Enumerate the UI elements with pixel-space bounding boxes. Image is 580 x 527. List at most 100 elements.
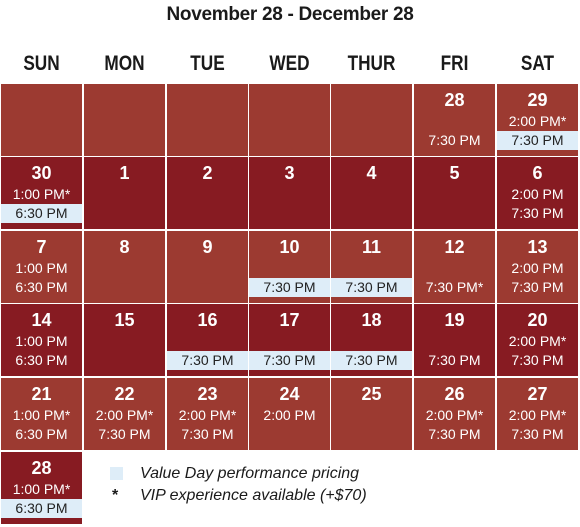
day-cell-4[interactable]: 4 (331, 157, 412, 229)
day-number: 11 (361, 237, 382, 257)
showtime[interactable]: 2:00 PM* (95, 407, 154, 423)
showtime[interactable]: 7:30 PM (511, 352, 564, 368)
day-cell-17[interactable]: 17 7:30 PM (249, 304, 330, 376)
showtime[interactable]: 1:00 PM (15, 260, 68, 276)
showtime[interactable]: 6:30 PM (15, 352, 68, 368)
day-number: 5 (449, 163, 460, 183)
showtime[interactable]: 1:00 PM (15, 333, 68, 349)
day-cell-25[interactable]: 25 (331, 378, 412, 450)
showtime (249, 259, 330, 278)
showtimes: 2:00 PM* 7:30 PM (167, 406, 248, 444)
showtime[interactable]: 2:00 PM* (508, 407, 567, 423)
day-cell-28[interactable]: 28 7:30 PM (414, 84, 495, 156)
showtime[interactable]: 2:00 PM* (425, 407, 484, 423)
day-cell-6[interactable]: 6 2:00 PM 7:30 PM (497, 157, 578, 229)
showtime[interactable]: 2:00 PM* (508, 333, 567, 349)
day-cell-24[interactable]: 24 2:00 PM (249, 378, 330, 450)
showtimes: 7:30 PM (331, 332, 412, 370)
day-cell-29[interactable]: 29 2:00 PM* 7:30 PM (497, 84, 578, 156)
showtime[interactable]: 2:00 PM (511, 186, 564, 202)
day-cell-26[interactable]: 26 2:00 PM* 7:30 PM (414, 378, 495, 450)
day-number: 6 (532, 163, 543, 183)
day-cell-28[interactable]: 28 1:00 PM* 6:30 PM (1, 452, 82, 524)
showtime[interactable]: 7:30 PM (428, 132, 481, 148)
showtime[interactable]: 7:30 PM (511, 426, 564, 442)
showtime-value-day[interactable]: 7:30 PM (167, 351, 248, 370)
showtimes: 2:00 PM* 7:30 PM (497, 332, 578, 370)
showtime[interactable]: 7:30 PM (428, 352, 481, 368)
showtimes: 2:00 PM 7:30 PM (497, 259, 578, 297)
showtime-value-day[interactable]: 7:30 PM (331, 351, 412, 370)
day-number: 21 (31, 384, 52, 404)
day-number: 19 (444, 310, 465, 330)
day-cell-19[interactable]: 19 7:30 PM (414, 304, 495, 376)
day-cell-22[interactable]: 22 2:00 PM* 7:30 PM (84, 378, 165, 450)
showtime-value-day[interactable]: 6:30 PM (1, 204, 82, 223)
showtime-value-day[interactable]: 7:30 PM (331, 278, 412, 297)
showtime-value-day[interactable]: 7:30 PM (249, 278, 330, 297)
day-number: 2 (202, 163, 213, 183)
showtime[interactable]: 7:30 PM (511, 205, 564, 221)
showtime-value-day[interactable]: 6:30 PM (1, 499, 82, 518)
day-number: 28 (31, 458, 52, 478)
day-number: 20 (527, 310, 548, 330)
showtime[interactable]: 2:00 PM (511, 260, 564, 276)
day-number: 4 (366, 163, 377, 183)
day-cell-2[interactable]: 2 (167, 157, 248, 229)
showtime[interactable]: 1:00 PM* (12, 407, 71, 423)
showtime[interactable]: 2:00 PM* (508, 113, 567, 129)
showtime[interactable]: 7:30 PM* (425, 279, 484, 295)
day-number: 24 (279, 384, 300, 404)
showtimes: 2:00 PM 7:30 PM (497, 185, 578, 223)
day-cell-empty (1, 84, 82, 156)
day-cell-21[interactable]: 21 1:00 PM* 6:30 PM (1, 378, 82, 450)
day-cell-5[interactable]: 5 (414, 157, 495, 229)
showtime[interactable]: 1:00 PM* (12, 481, 71, 497)
day-cell-11[interactable]: 11 7:30 PM (331, 231, 412, 303)
showtime (249, 332, 330, 351)
day-cell-15[interactable]: 15 (84, 304, 165, 376)
weekday-sun: SUN (23, 52, 60, 75)
showtime[interactable]: 7:30 PM (428, 426, 481, 442)
day-number: 17 (279, 310, 300, 330)
weekday-wed: WED (269, 52, 310, 75)
showtime[interactable]: 6:30 PM (15, 426, 68, 442)
showtimes: 7:30 PM (249, 332, 330, 370)
day-number: 8 (119, 237, 130, 257)
day-cell-empty (84, 84, 165, 156)
showtime[interactable]: 7:30 PM (181, 426, 234, 442)
day-cell-14[interactable]: 14 1:00 PM 6:30 PM (1, 304, 82, 376)
day-cell-23[interactable]: 23 2:00 PM* 7:30 PM (167, 378, 248, 450)
day-cell-18[interactable]: 18 7:30 PM (331, 304, 412, 376)
day-cell-20[interactable]: 20 2:00 PM* 7:30 PM (497, 304, 578, 376)
day-cell-27[interactable]: 27 2:00 PM* 7:30 PM (497, 378, 578, 450)
showtime-value-day[interactable]: 7:30 PM (249, 351, 330, 370)
showtimes: 1:00 PM* 6:30 PM (1, 185, 82, 223)
calendar-title: November 28 - December 28 (166, 4, 414, 25)
showtimes: 7:30 PM (249, 259, 330, 297)
day-cell-1[interactable]: 1 (84, 157, 165, 229)
day-number: 15 (114, 310, 135, 330)
day-number: 27 (527, 384, 548, 404)
showtime[interactable]: 7:30 PM (511, 279, 564, 295)
weekday-fri: FRI (440, 52, 469, 75)
day-cell-8[interactable]: 8 (84, 231, 165, 303)
showtimes: 7:30 PM (331, 259, 412, 297)
day-cell-10[interactable]: 10 7:30 PM (249, 231, 330, 303)
showtime[interactable]: 2:00 PM (263, 407, 316, 423)
day-cell-16[interactable]: 16 7:30 PM (167, 304, 248, 376)
showtime[interactable]: 7:30 PM (98, 426, 151, 442)
day-cell-30[interactable]: 30 1:00 PM* 6:30 PM (1, 157, 82, 229)
day-cell-3[interactable]: 3 (249, 157, 330, 229)
showtime[interactable]: 6:30 PM (15, 279, 68, 295)
day-cell-12[interactable]: 12 7:30 PM* (414, 231, 495, 303)
day-number: 25 (361, 384, 382, 404)
showtimes: 7:30 PM (167, 332, 248, 370)
day-cell-9[interactable]: 9 (167, 231, 248, 303)
showtimes: 2:00 PM* 7:30 PM (497, 112, 578, 150)
showtime[interactable]: 1:00 PM* (12, 186, 71, 202)
showtime[interactable]: 2:00 PM* (178, 407, 237, 423)
day-cell-13[interactable]: 13 2:00 PM 7:30 PM (497, 231, 578, 303)
day-cell-7[interactable]: 7 1:00 PM 6:30 PM (1, 231, 82, 303)
showtime-value-day[interactable]: 7:30 PM (497, 131, 578, 150)
